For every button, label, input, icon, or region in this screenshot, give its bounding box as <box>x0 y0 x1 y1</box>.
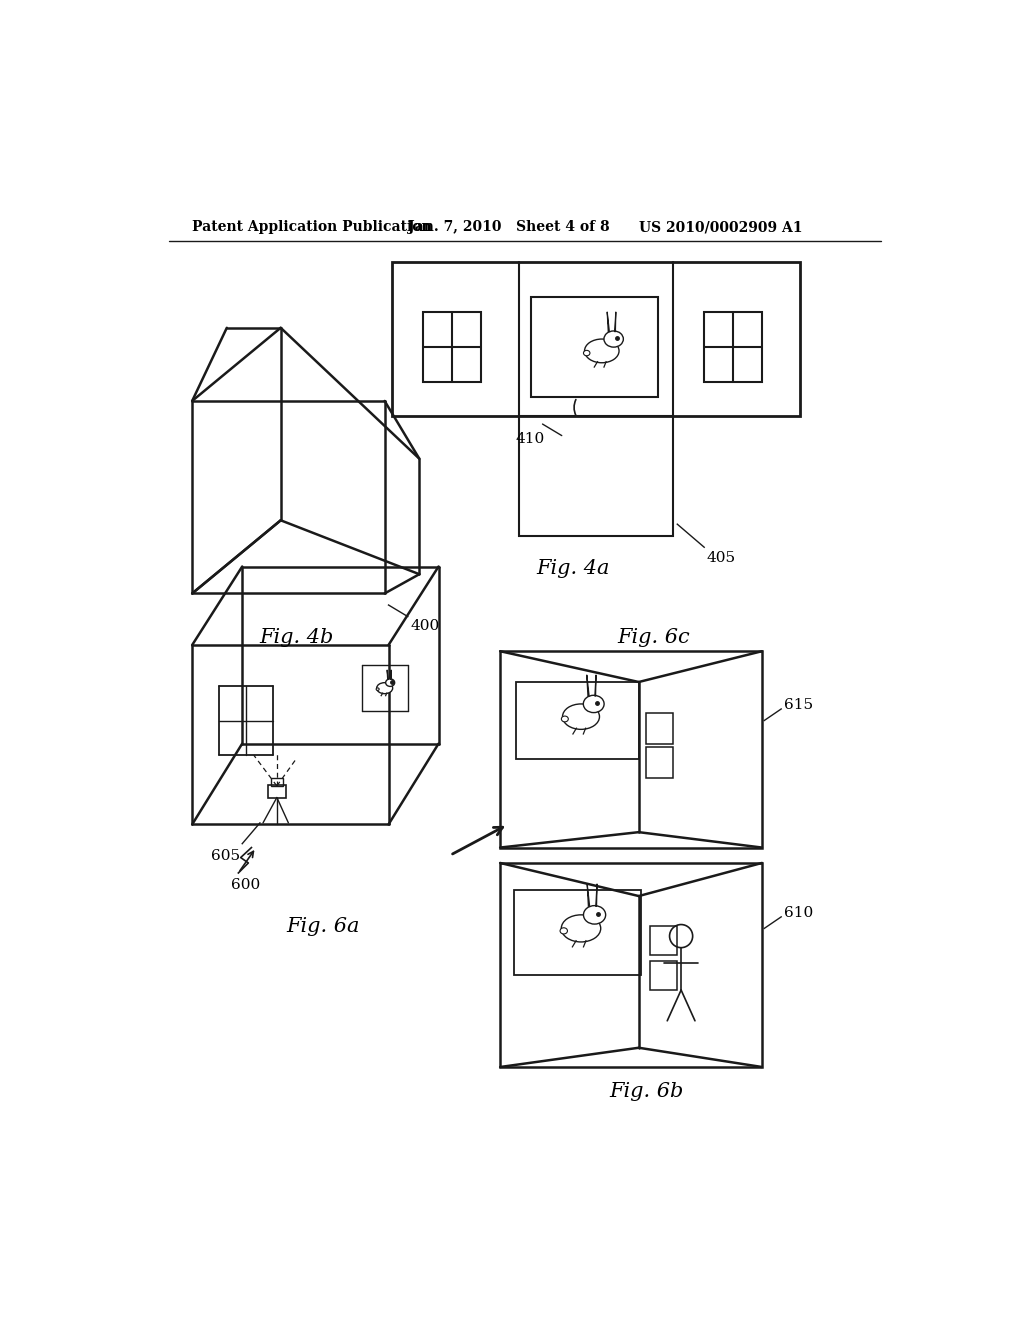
Bar <box>515 682 639 759</box>
Text: Fig. 6c: Fig. 6c <box>617 628 690 647</box>
Text: Fig. 4b: Fig. 4b <box>259 628 333 647</box>
Bar <box>646 713 674 743</box>
Text: Fig. 6b: Fig. 6b <box>609 1082 684 1101</box>
Text: 410: 410 <box>515 433 545 446</box>
Text: 405: 405 <box>707 552 735 565</box>
Ellipse shape <box>376 688 379 690</box>
Bar <box>650 927 677 956</box>
Text: Patent Application Publication: Patent Application Publication <box>193 220 432 234</box>
Text: Fig. 4a: Fig. 4a <box>537 558 610 578</box>
Text: 605: 605 <box>211 849 240 863</box>
Bar <box>270 779 283 785</box>
Bar <box>267 785 286 797</box>
Bar <box>514 890 641 974</box>
Ellipse shape <box>585 339 620 363</box>
Text: 400: 400 <box>410 619 439 632</box>
Bar <box>500 651 762 847</box>
Text: 615: 615 <box>783 698 813 711</box>
Text: Jan. 7, 2010   Sheet 4 of 8: Jan. 7, 2010 Sheet 4 of 8 <box>408 220 609 234</box>
Ellipse shape <box>377 682 392 694</box>
Ellipse shape <box>584 350 590 356</box>
Ellipse shape <box>562 704 599 730</box>
Bar <box>531 297 658 397</box>
Bar <box>646 747 674 779</box>
Text: 610: 610 <box>783 906 813 920</box>
Ellipse shape <box>386 678 394 686</box>
Ellipse shape <box>584 906 605 924</box>
Bar <box>705 313 762 381</box>
Bar <box>519 416 674 536</box>
Bar <box>650 961 677 990</box>
Bar <box>392 263 801 416</box>
Text: US 2010/0002909 A1: US 2010/0002909 A1 <box>639 220 802 234</box>
Ellipse shape <box>561 715 568 722</box>
Ellipse shape <box>561 915 601 942</box>
Ellipse shape <box>584 696 604 713</box>
Text: 600: 600 <box>230 878 260 892</box>
Ellipse shape <box>560 928 567 935</box>
Bar <box>423 313 481 381</box>
Text: Fig. 6a: Fig. 6a <box>287 917 359 936</box>
Bar <box>500 863 762 1067</box>
Ellipse shape <box>604 331 624 347</box>
